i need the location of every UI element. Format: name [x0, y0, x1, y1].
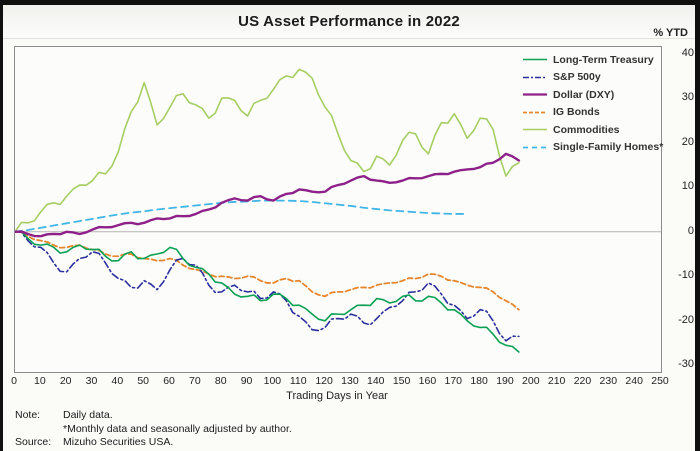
y-axis-unit-label: % YTD [653, 27, 688, 39]
x-tick-200: 200 [522, 375, 540, 387]
x-tick-10: 10 [33, 375, 46, 387]
chart-header: US Asset Performance in 2022 [3, 5, 695, 39]
x-axis-tick-labels: 0 10 20 30 40 50 60 70 80 90 100 110 120 130 140 150 160… [11, 375, 669, 388]
x-tick-40: 40 [111, 375, 124, 387]
source-text: Mizuho Securities USA. [63, 436, 174, 449]
x-tick-110: 110 [289, 375, 307, 387]
x-tick-130: 130 [341, 375, 359, 387]
x-tick-250: 250 [651, 375, 669, 387]
x-tick-0: 0 [11, 375, 17, 387]
legend-label: Dollar (DXY) [553, 88, 615, 101]
plot-area [14, 46, 662, 373]
y-axis-tick-labels: 40 30 20 10 0 -10 -20 -30 [664, 46, 696, 371]
x-tick-90: 90 [240, 375, 253, 387]
x-tick-50: 50 [137, 375, 150, 387]
y-tick-40: 40 [681, 46, 694, 59]
series-line-long-term-treasury [15, 230, 520, 353]
note-label: Note: [15, 409, 41, 421]
x-tick-70: 70 [189, 375, 201, 387]
x-tick-100: 100 [263, 375, 282, 387]
series-line-s-p-500y [15, 230, 520, 342]
legend-label: Long-Term Treasury [553, 53, 654, 66]
note-spacer [15, 423, 61, 437]
chart-legend: Long-Term Treasury S&P 500y Dollar (DXY) IG… [523, 51, 663, 156]
legend-swatch [523, 111, 547, 114]
legend-label: IG Bonds [553, 106, 600, 119]
legend-swatch [523, 93, 547, 96]
legend-label: Commodities [553, 123, 620, 136]
legend-label: S&P 500y [553, 71, 601, 84]
x-tick-180: 180 [470, 375, 488, 387]
footnotes: Note: Daily data. *Monthly data and seas… [15, 409, 292, 450]
legend-label: Single-Family Homes* [553, 141, 664, 154]
legend-item-single-family-homes-: Single-Family Homes* [523, 139, 663, 157]
note-line-2: *Monthly data and seasonally adjusted by… [63, 422, 292, 435]
window-edge-left [0, 0, 3, 451]
source-label: Source: [15, 436, 52, 449]
x-tick-150: 150 [392, 375, 411, 387]
x-tick-140: 140 [366, 375, 385, 387]
x-tick-160: 160 [418, 375, 437, 387]
series-line-dollar-dxy- [15, 152, 521, 238]
legend-item-dollar-dxy-: Dollar (DXY) [523, 86, 663, 104]
legend-swatch [523, 58, 547, 61]
line-chart-canvas [15, 68, 661, 353]
y-tick-10: 10 [681, 180, 694, 193]
x-tick-30: 30 [85, 375, 98, 387]
y-tick--30: -30 [678, 358, 694, 371]
series-line-commodities [15, 68, 520, 233]
window-edge-right [695, 0, 700, 451]
legend-swatch [523, 128, 547, 131]
x-tick-120: 120 [315, 375, 333, 387]
x-tick-190: 190 [496, 375, 514, 387]
y-tick--10: -10 [678, 269, 694, 282]
legend-item-ig-bonds: IG Bonds [523, 104, 663, 122]
y-tick--20: -20 [678, 313, 694, 326]
legend-item-commodities: Commodities [523, 121, 663, 139]
x-tick-60: 60 [163, 375, 175, 387]
y-tick-0: 0 [687, 224, 694, 237]
x-tick-80: 80 [214, 375, 227, 387]
x-tick-220: 220 [573, 375, 592, 387]
x-tick-240: 240 [625, 375, 643, 387]
legend-item-long-term-treasury: Long-Term Treasury [523, 51, 663, 69]
x-tick-230: 230 [599, 375, 618, 387]
series-line-single-family-homes- [15, 199, 469, 233]
chart-title: US Asset Performance in 2022 [238, 13, 460, 30]
x-tick-210: 210 [547, 375, 566, 387]
legend-swatch [523, 76, 547, 79]
x-tick-170: 170 [444, 375, 463, 387]
note-line-1: Daily data. [63, 409, 113, 421]
legend-swatch [523, 146, 547, 149]
y-tick-30: 30 [681, 91, 694, 104]
legend-item-s-p-500y: S&P 500y [523, 69, 663, 87]
x-axis-title: Trading Days in Year [286, 390, 388, 402]
window-edge-top [0, 0, 700, 5]
y-tick-20: 20 [681, 135, 694, 148]
x-tick-20: 20 [59, 375, 72, 387]
